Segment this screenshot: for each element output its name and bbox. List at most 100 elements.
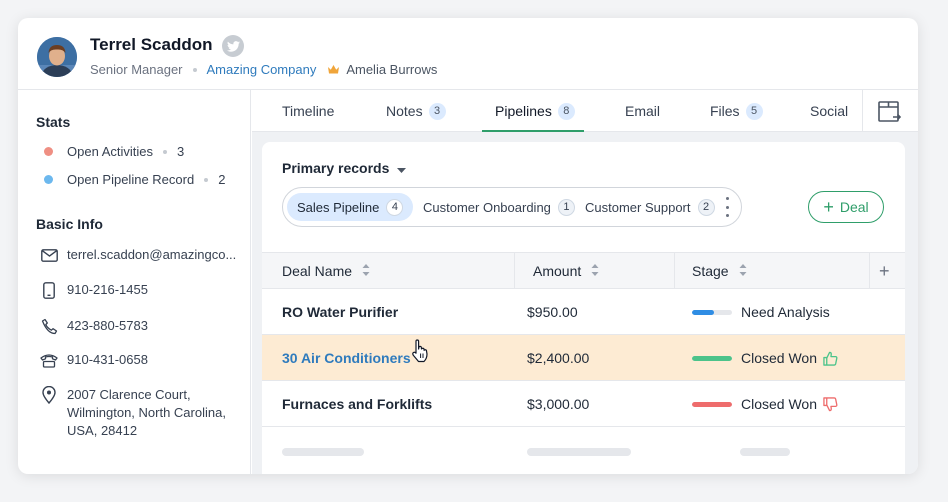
mail-icon xyxy=(40,246,58,264)
sort-icon[interactable] xyxy=(591,263,599,280)
stage-progress-bar xyxy=(692,355,732,361)
plus-icon: + xyxy=(823,197,834,217)
other-phone-row[interactable]: 910-431-0658 xyxy=(40,351,148,369)
tab-label: Notes xyxy=(386,103,423,119)
table-row[interactable]: RO Water Purifier $950.00 Need Analysis xyxy=(262,289,905,335)
column-header-deal-name[interactable]: Deal Name xyxy=(282,253,370,289)
deal-stage: Closed Won xyxy=(692,381,838,427)
table-row[interactable]: 30 Air Conditioners $2,400.00 Closed Won xyxy=(262,335,905,381)
tab-notes[interactable]: Notes 3 xyxy=(386,90,446,132)
status-dot-icon xyxy=(44,175,53,184)
column-header-stage[interactable]: Stage xyxy=(692,253,747,289)
loading-placeholder xyxy=(740,448,790,456)
company-link[interactable]: Amazing Company xyxy=(206,62,317,77)
tab-bar: Timeline Notes 3 Pipelines 8 Email Files… xyxy=(252,90,918,132)
tab-count-badge: 5 xyxy=(745,102,763,120)
add-deal-button[interactable]: + Deal xyxy=(808,191,884,223)
tab-pipelines[interactable]: Pipelines 8 xyxy=(495,90,575,132)
tab-label: Timeline xyxy=(282,103,335,119)
column-divider xyxy=(674,253,675,289)
add-column-icon[interactable]: + xyxy=(879,261,890,281)
avatar[interactable] xyxy=(37,37,77,77)
pill-label: Customer Onboarding xyxy=(423,199,551,215)
twitter-icon[interactable] xyxy=(222,35,244,57)
pipeline-pill-support[interactable]: Customer Support 2 xyxy=(575,193,725,221)
stage-label: Closed Won xyxy=(741,350,818,366)
caret-down-icon xyxy=(397,160,407,176)
stage-progress-bar xyxy=(692,401,732,407)
sort-icon[interactable] xyxy=(739,263,747,280)
sidebar: Stats Open Activities 3 Open Pipeline Re… xyxy=(18,90,251,474)
contact-subline: Senior Manager Amazing Company Amelia Bu… xyxy=(90,62,437,77)
stats-heading: Stats xyxy=(36,114,71,130)
tab-social[interactable]: Social xyxy=(810,90,848,132)
thumbs-up-icon xyxy=(823,351,838,366)
pipelines-content: Primary records Sales Pipeline 4 Custome… xyxy=(252,132,918,474)
address-value: 2007 Clarence Court, Wilmington, North C… xyxy=(67,386,226,440)
location-pin-icon xyxy=(40,386,58,404)
stat-open-activities[interactable]: Open Activities 3 xyxy=(44,144,184,159)
pill-count-badge: 1 xyxy=(557,198,575,216)
tab-count-badge: 3 xyxy=(428,102,446,120)
table-header: Deal Name Amount Stage xyxy=(262,252,905,289)
tab-files[interactable]: Files 5 xyxy=(710,90,763,132)
crown-icon xyxy=(327,64,340,75)
status-dot-icon xyxy=(44,147,53,156)
stage-progress-fill xyxy=(692,309,714,315)
separator-dot xyxy=(163,149,167,154)
pill-label: Sales Pipeline xyxy=(297,199,380,215)
separator-dot xyxy=(192,67,197,72)
other-phone-value: 910-431-0658 xyxy=(67,352,148,367)
email-row[interactable]: terrel.scaddon@amazingco... xyxy=(40,246,236,264)
collapse-panel-icon[interactable] xyxy=(878,101,902,127)
telephone-icon xyxy=(40,351,58,369)
tab-timeline[interactable]: Timeline xyxy=(282,90,334,132)
phone-row[interactable]: 423-880-5783 xyxy=(40,317,148,335)
owner-name[interactable]: Amelia Burrows xyxy=(346,62,438,77)
deal-name[interactable]: RO Water Purifier xyxy=(282,304,399,320)
address-row[interactable]: 2007 Clarence Court, Wilmington, North C… xyxy=(40,386,226,440)
column-header-amount[interactable]: Amount xyxy=(533,253,599,289)
tab-label: Social xyxy=(810,103,849,119)
address-line: USA, 28412 xyxy=(67,423,138,438)
mobile-value: 910-216-1455 xyxy=(67,282,148,297)
deal-amount: $3,000.00 xyxy=(527,396,590,412)
pill-label: Customer Support xyxy=(585,199,691,215)
tab-email[interactable]: Email xyxy=(625,90,660,132)
dropdown-label: Primary records xyxy=(282,160,390,176)
mobile-icon xyxy=(40,281,58,299)
primary-records-dropdown[interactable]: Primary records xyxy=(282,160,407,176)
mobile-row[interactable]: 910-216-1455 xyxy=(40,281,148,299)
contact-title: Senior Manager xyxy=(90,62,183,77)
thumbs-down-icon xyxy=(823,396,838,412)
pill-count-badge: 2 xyxy=(697,198,715,216)
active-tab-indicator xyxy=(482,130,584,132)
column-label: Stage xyxy=(692,263,729,279)
deal-name-link[interactable]: 30 Air Conditioners xyxy=(282,350,411,366)
deal-name[interactable]: Furnaces and Forklifts xyxy=(282,396,433,412)
table-row[interactable]: Furnaces and Forklifts $3,000.00 Closed … xyxy=(262,381,905,427)
sort-icon[interactable] xyxy=(362,263,370,280)
stat-open-pipeline-record[interactable]: Open Pipeline Record 2 xyxy=(44,172,225,187)
tab-label: Email xyxy=(625,103,661,119)
tab-count-badge: 8 xyxy=(557,102,575,120)
stage-progress-fill xyxy=(692,355,732,361)
deal-stage: Closed Won xyxy=(692,335,838,381)
pipeline-pill-onboarding[interactable]: Customer Onboarding 1 xyxy=(413,193,585,221)
tab-label: Pipelines xyxy=(495,103,552,119)
separator-dot xyxy=(204,177,209,182)
stat-count: 2 xyxy=(218,172,226,187)
stat-count: 3 xyxy=(177,144,185,159)
column-label: Amount xyxy=(533,263,582,279)
hand-cursor-icon xyxy=(410,339,430,368)
pill-count-badge: 4 xyxy=(386,198,404,216)
stage-progress-bar xyxy=(692,309,732,315)
address-line: 2007 Clarence Court, xyxy=(67,387,191,402)
contact-header: Terrel Scaddon Senior Manager Amazing Co… xyxy=(18,18,918,90)
add-deal-label: Deal xyxy=(839,199,869,215)
more-options-icon[interactable] xyxy=(724,197,730,217)
stat-label: Open Pipeline Record xyxy=(67,172,195,187)
stat-label: Open Activities xyxy=(67,144,153,159)
pipeline-pill-sales[interactable]: Sales Pipeline 4 xyxy=(287,193,414,221)
phone-icon xyxy=(40,317,58,335)
